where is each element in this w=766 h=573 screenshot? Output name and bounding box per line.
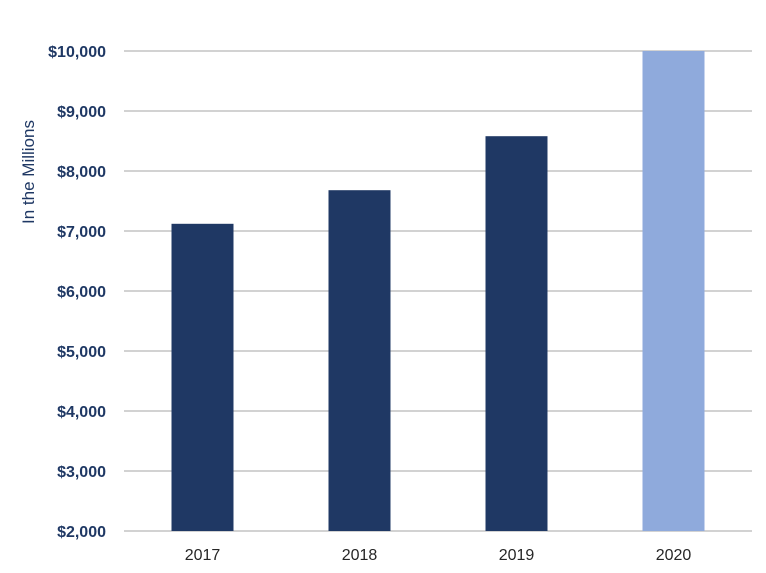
bar-2020 xyxy=(642,51,705,531)
y-tick-label: $9,000 xyxy=(57,104,106,121)
y-tick-label: $6,000 xyxy=(57,284,106,301)
x-tick-label: 2018 xyxy=(342,547,378,564)
y-tick-label: $8,000 xyxy=(57,164,106,181)
bars xyxy=(171,51,705,532)
x-axis-ticks: 2017 2018 2019 2020 xyxy=(185,547,692,564)
y-tick-label: $5,000 xyxy=(57,344,106,361)
bar-2017 xyxy=(171,223,234,532)
y-axis-ticks: $2,000 $3,000 $4,000 $5,000 $6,000 $7,000 $8,0… xyxy=(48,44,106,541)
y-tick-label: $10,000 xyxy=(48,44,106,61)
y-tick-label: $2,000 xyxy=(57,524,106,541)
x-tick-label: 2017 xyxy=(185,547,221,564)
y-tick-label: $7,000 xyxy=(57,224,106,241)
bar-2018 xyxy=(328,190,391,531)
x-tick-label: 2019 xyxy=(499,547,535,564)
y-tick-label: $3,000 xyxy=(57,464,106,481)
y-tick-label: $4,000 xyxy=(57,404,106,421)
bar-2019 xyxy=(485,136,548,531)
x-tick-label: 2020 xyxy=(656,547,692,564)
y-axis-label: In the Millions xyxy=(19,120,38,224)
